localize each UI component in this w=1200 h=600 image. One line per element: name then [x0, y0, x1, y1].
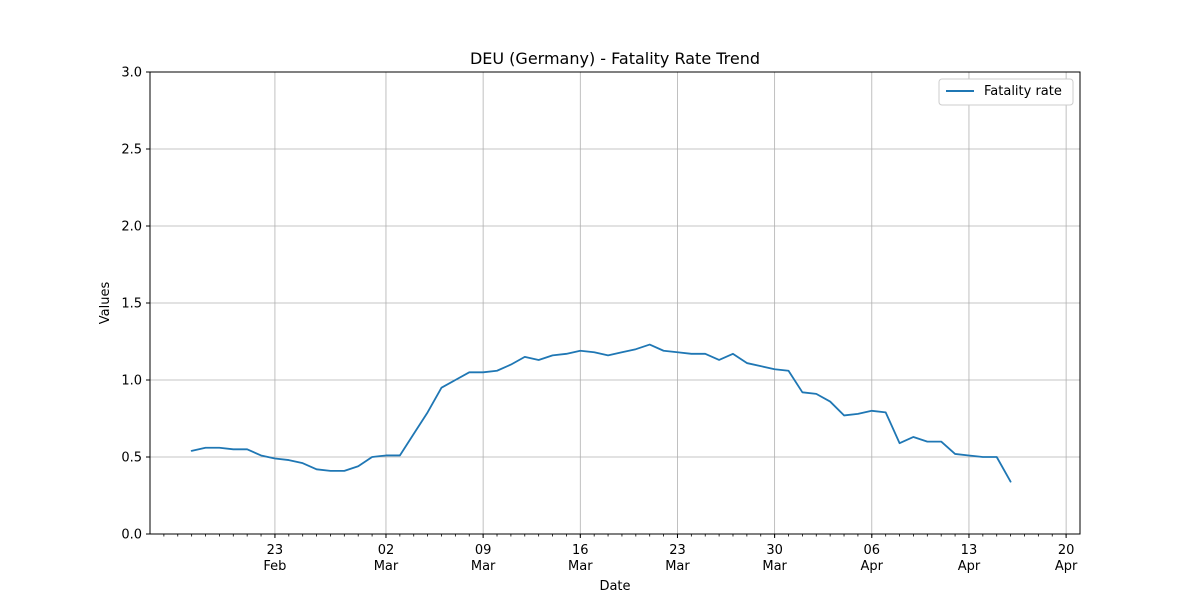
legend-box [938, 78, 1074, 106]
x-tick-label-day: 06 [864, 543, 881, 558]
y-axis: 0.0 0.5 1.0 1.5 2.0 2.5 3.0 [121, 66, 150, 543]
x-tick-label-day: 09 [475, 543, 492, 558]
y-tick-label: 2.5 [121, 143, 142, 158]
x-tick-label-month: Apr [958, 559, 981, 574]
x-tick-label-month: Mar [568, 559, 593, 574]
x-tick-label-month: Mar [665, 559, 690, 574]
x-tick-label-month: Feb [263, 559, 286, 574]
x-tick-label-day: 13 [961, 543, 978, 558]
x-tick-label-month: Mar [471, 559, 496, 574]
grid [150, 71, 1080, 535]
x-tick-label-day: 20 [1058, 543, 1075, 558]
legend: Fatality rate [938, 78, 1074, 106]
x-tick-label-day: 16 [572, 543, 589, 558]
x-tick-label-month: Mar [374, 559, 399, 574]
y-tick-label: 3.0 [121, 66, 142, 81]
y-tick-label: 0.0 [121, 528, 142, 543]
x-tick-label-day: 23 [669, 543, 686, 558]
y-tick-label: 1.5 [121, 297, 142, 312]
x-axis: 23Feb02Mar09Mar16Mar23Mar30Mar06Apr13Apr… [163, 534, 1078, 574]
series-line-fatality-rate [190, 343, 1012, 483]
x-tick-label-month: Mar [762, 559, 787, 574]
y-tick-label: 0.5 [121, 451, 142, 466]
y-tick-label: 2.0 [121, 220, 142, 235]
x-tick-label-month: Apr [1055, 559, 1078, 574]
legend-label: Fatality rate [984, 84, 1062, 99]
chart-title: DEU (Germany) - Fatality Rate Trend [470, 49, 760, 68]
y-tick-label: 1.0 [121, 374, 142, 389]
y-axis-label: Values [98, 282, 113, 325]
x-tick-label-month: Apr [861, 559, 884, 574]
x-tick-label-day: 30 [766, 543, 783, 558]
x-axis-label: Date [599, 579, 630, 594]
x-tick-label-day: 02 [378, 543, 395, 558]
series-layer [190, 343, 1012, 483]
x-tick-label-day: 23 [267, 543, 284, 558]
